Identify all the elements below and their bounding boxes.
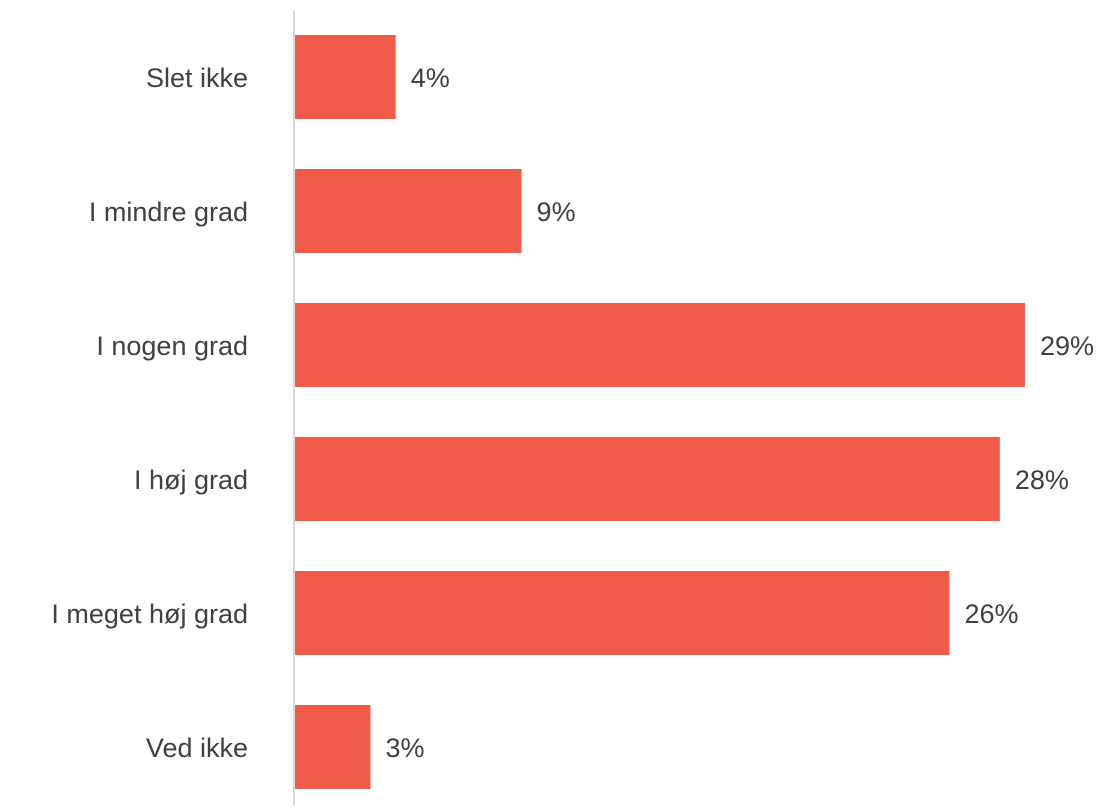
bar-5	[295, 705, 371, 789]
category-label-3: I høj grad	[134, 465, 248, 495]
category-label-1: I mindre grad	[89, 197, 248, 227]
data-label-2: 29%	[1040, 331, 1094, 361]
category-label-5: Ved ikke	[146, 733, 248, 763]
data-label-4: 26%	[964, 599, 1018, 629]
category-label-0: Slet ikke	[146, 63, 248, 93]
bar-0	[295, 35, 396, 119]
category-label-2: I nogen grad	[96, 331, 248, 361]
bar-3	[295, 437, 1000, 521]
bar-2	[295, 303, 1025, 387]
data-label-5: 3%	[386, 733, 425, 763]
category-label-4: I meget høj grad	[51, 599, 248, 629]
data-label-0: 4%	[411, 63, 450, 93]
data-label-1: 9%	[537, 197, 576, 227]
category-labels-group: Slet ikke I mindre grad I nogen grad I høj …	[51, 63, 248, 763]
bars-group	[295, 35, 1025, 789]
bar-1	[295, 169, 522, 253]
data-label-3: 28%	[1015, 465, 1069, 495]
data-labels-group: 4% 9% 29% 28% 26% 3%	[386, 63, 1095, 763]
bar-4	[295, 571, 950, 655]
